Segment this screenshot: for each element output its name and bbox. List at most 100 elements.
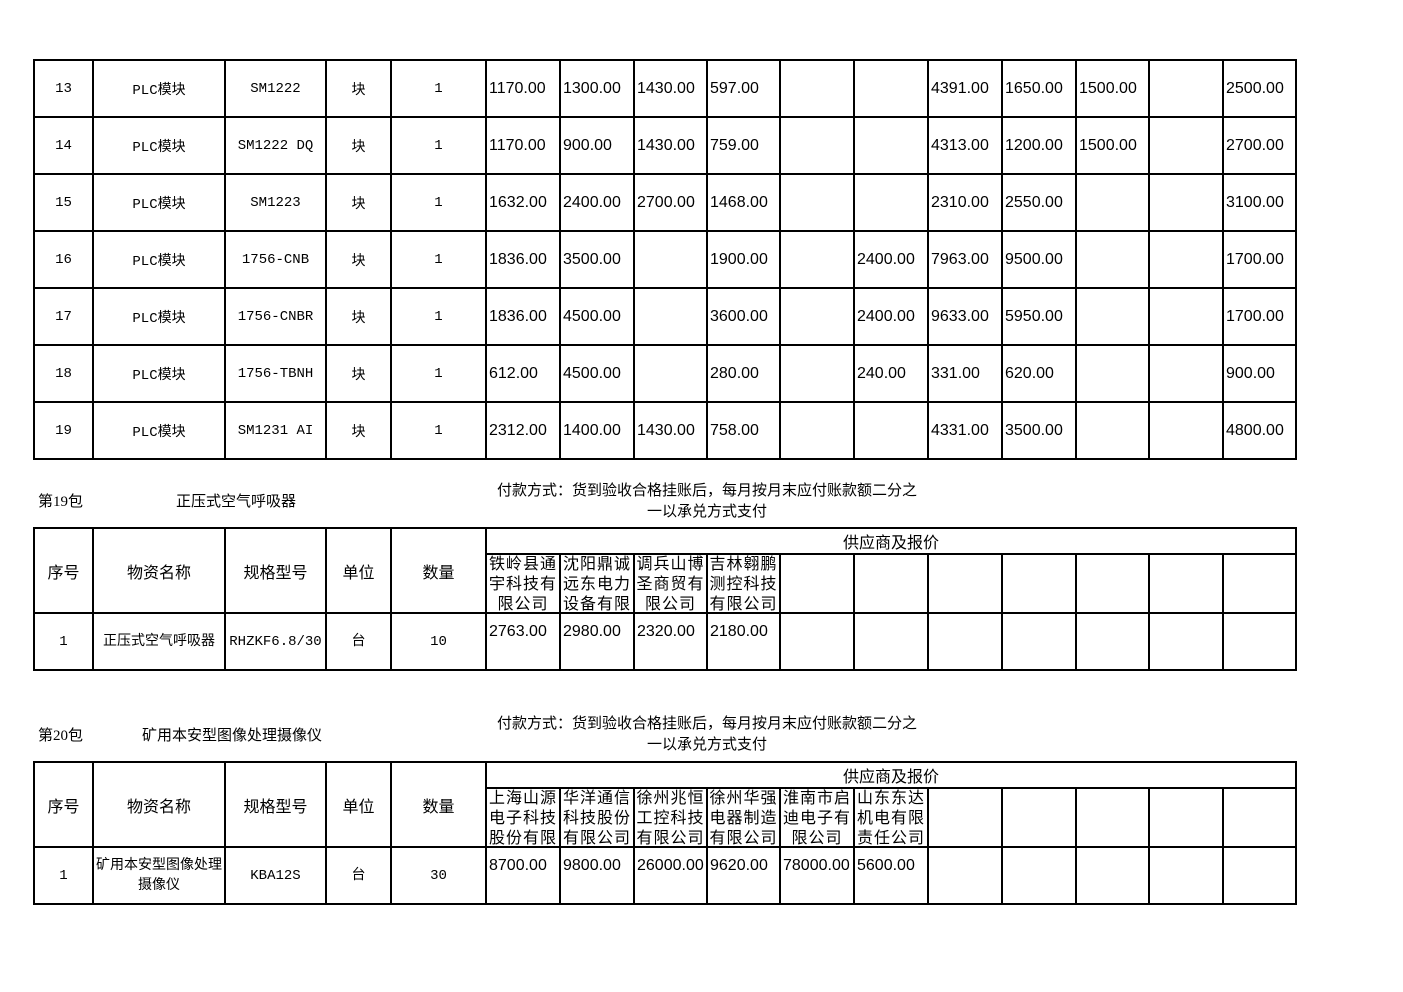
header-row: 序号 物资名称 规格型号 单位 数量 供应商及报价 <box>33 527 1298 614</box>
supplier-price: 758.00 <box>706 401 781 460</box>
item-unit: 块 <box>325 59 392 118</box>
row-number: 16 <box>33 230 94 289</box>
item-name: PLC模块 <box>92 230 226 289</box>
supplier-name <box>1221 553 1298 614</box>
supplier-price <box>853 173 929 232</box>
supplier-price: 2400.00 <box>559 173 635 232</box>
item-spec: SM1223 <box>224 173 327 232</box>
supplier-price <box>779 59 855 118</box>
supplier-name-text: 华洋通信科技股份有限公司 <box>562 790 631 846</box>
supplier-name-text: 淮南市启迪电子有限公司 <box>782 790 851 846</box>
item-name: 正压式空气呼吸器 <box>92 612 226 671</box>
supplier-price: 2400.00 <box>853 287 929 346</box>
supplier-name <box>853 553 929 614</box>
supplier-price <box>633 230 708 289</box>
supplier-name: 调兵山博圣商贸有限公司 <box>633 553 708 614</box>
supplier-price: 1468.00 <box>706 173 781 232</box>
package-table: 序号 物资名称 规格型号 单位 数量 供应商及报价 上海山源电子科技股份有限 华洋通信科技股份… <box>33 761 1298 905</box>
item-name: PLC模块 <box>92 116 226 175</box>
item-quantity: 1 <box>390 116 487 175</box>
supplier-name-text <box>1004 790 1074 845</box>
supplier-name <box>1148 553 1224 614</box>
supplier-name-text <box>1078 790 1147 845</box>
supplier-name-text: 吉林翱鹏测控科技有限公司 <box>709 556 778 612</box>
supplier-price: 8700.00 <box>485 846 561 905</box>
supplier-price <box>1075 401 1150 460</box>
item-quantity: 10 <box>390 612 487 671</box>
supplier-price: 1700.00 <box>1222 287 1297 346</box>
supplier-price: 2763.00 <box>485 612 561 671</box>
supplier-name-text: 上海山源电子科技股份有限 <box>488 790 557 846</box>
header-suppliers: 供应商及报价 <box>484 527 1298 555</box>
supplier-price: 2980.00 <box>559 612 635 671</box>
supplier-price <box>1148 344 1224 403</box>
table-row: 18 PLC模块 1756-TBNH 块 1 612.00 4500.00 280.00 240… <box>33 344 1297 403</box>
supplier-price: 5950.00 <box>1001 287 1077 346</box>
supplier-price <box>1148 846 1224 905</box>
supplier-price: 1300.00 <box>559 59 635 118</box>
supplier-price: 1430.00 <box>633 116 708 175</box>
supplier-name-text <box>856 556 926 611</box>
supplier-price: 1430.00 <box>633 401 708 460</box>
supplier-name: 山东东达机电有限责任公司 <box>853 787 929 848</box>
supplier-price: 4313.00 <box>927 116 1003 175</box>
supplier-price: 240.00 <box>853 344 929 403</box>
supplier-price: 2312.00 <box>485 401 561 460</box>
supplier-price <box>853 612 929 671</box>
supplier-price: 759.00 <box>706 116 781 175</box>
header-unit: 单位 <box>325 761 392 848</box>
supplier-price <box>779 401 855 460</box>
supplier-price <box>1148 401 1224 460</box>
item-unit: 块 <box>325 116 392 175</box>
supplier-price <box>633 344 708 403</box>
supplier-name: 沈阳鼎诚远东电力设备有限 <box>559 553 635 614</box>
item-spec: KBA12S <box>224 846 327 905</box>
supplier-price: 1170.00 <box>485 59 561 118</box>
supplier-price: 4391.00 <box>927 59 1003 118</box>
supplier-name-text: 山东东达机电有限责任公司 <box>856 790 925 846</box>
supplier-price: 1900.00 <box>706 230 781 289</box>
supplier-price: 597.00 <box>706 59 781 118</box>
supplier-price: 9500.00 <box>1001 230 1077 289</box>
supplier-price: 3600.00 <box>706 287 781 346</box>
package-label: 第19包 <box>38 494 84 510</box>
supplier-name-text <box>1004 556 1074 611</box>
supplier-name <box>927 553 1003 614</box>
header-spec: 规格型号 <box>224 761 327 848</box>
supplier-price: 3500.00 <box>559 230 635 289</box>
supplier-name <box>1075 787 1150 848</box>
table-row: 17 PLC模块 1756-CNBR 块 1 1836.00 4500.00 3600.00 2… <box>33 287 1297 346</box>
item-spec: 1756-TBNH <box>224 344 327 403</box>
table-row: 13 PLC模块 SM1222 块 1 1170.00 1300.00 1430.00 597.… <box>33 59 1297 118</box>
supplier-price <box>779 230 855 289</box>
supplier-price: 5600.00 <box>853 846 929 905</box>
table-row: 1 正压式空气呼吸器 RHZKF6.8/30 台 10 2763.00 2980.00 232… <box>33 612 1298 671</box>
item-unit: 台 <box>325 612 392 671</box>
supplier-name <box>1221 787 1298 848</box>
table-row: 14 PLC模块 SM1222 DQ 块 1 1170.00 900.00 1430.00 75… <box>33 116 1297 175</box>
supplier-price: 331.00 <box>927 344 1003 403</box>
supplier-price <box>1148 287 1224 346</box>
item-unit: 块 <box>325 230 392 289</box>
item-spec: SM1231 AI <box>224 401 327 460</box>
package-title: 矿用本安型图像处理摄像仪 <box>142 728 323 744</box>
supplier-name <box>1001 553 1077 614</box>
supplier-name-text: 徐州华强电器制造有限公司 <box>709 790 778 846</box>
item-quantity: 1 <box>390 401 487 460</box>
row-number: 1 <box>33 612 94 671</box>
supplier-price: 612.00 <box>485 344 561 403</box>
supplier-name: 徐州华强电器制造有限公司 <box>706 787 781 848</box>
header-qty: 数量 <box>390 527 487 614</box>
supplier-price <box>633 287 708 346</box>
supplier-price <box>853 116 929 175</box>
supplier-price: 2550.00 <box>1001 173 1077 232</box>
item-name: PLC模块 <box>92 173 226 232</box>
supplier-price <box>1075 173 1150 232</box>
supplier-price <box>779 173 855 232</box>
supplier-price: 1700.00 <box>1222 230 1297 289</box>
supplier-price: 620.00 <box>1001 344 1077 403</box>
row-number: 18 <box>33 344 94 403</box>
supplier-name-text <box>1151 556 1221 611</box>
supplier-price: 1632.00 <box>485 173 561 232</box>
table-row: 19 PLC模块 SM1231 AI 块 1 2312.00 1400.00 1430.00 7… <box>33 401 1297 460</box>
